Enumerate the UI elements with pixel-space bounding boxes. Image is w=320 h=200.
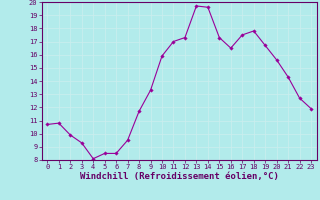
X-axis label: Windchill (Refroidissement éolien,°C): Windchill (Refroidissement éolien,°C) [80,172,279,181]
